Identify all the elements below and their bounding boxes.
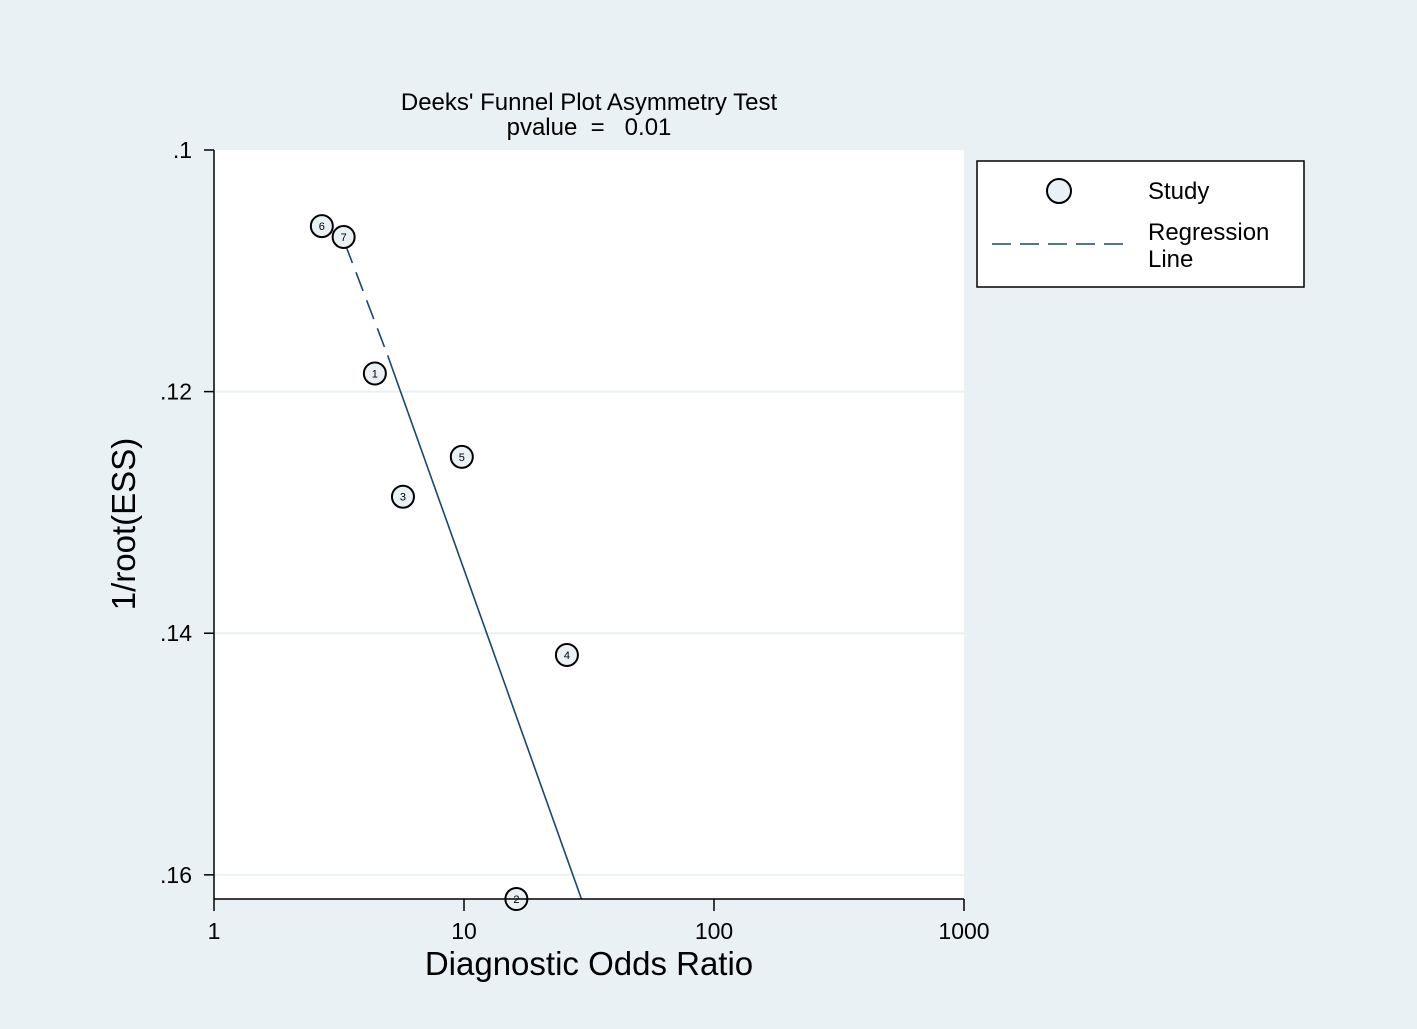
chart-title: Deeks' Funnel Plot Asymmetry Test (401, 89, 778, 116)
x-axis-label: Diagnostic Odds Ratio (425, 945, 753, 982)
study-marker-5 (449, 444, 474, 469)
y-tick-label-1: .12 (160, 379, 192, 405)
study-point-1: 1 (362, 361, 387, 386)
study-point-7: 7 (331, 224, 356, 249)
study-label-4: 4 (564, 650, 570, 662)
study-point-4: 4 (554, 642, 579, 667)
chart-subtitle: pvalue = 0.01 (507, 114, 672, 141)
plot-area (214, 150, 964, 899)
study-points: 1 2 3 4 5 6 7 (309, 214, 579, 911)
x-tick-label-0: 1 (208, 918, 221, 944)
x-tick-label-1: 10 (451, 918, 477, 944)
study-marker-7 (331, 224, 356, 249)
legend-box (976, 160, 1305, 288)
regression-solid-segment (386, 355, 583, 900)
y-axis-ticks: .1 .12 .14 .16 (160, 137, 214, 888)
y-tick-label-0: .1 (173, 137, 192, 163)
study-label-1: 1 (372, 368, 378, 380)
study-label-5: 5 (459, 452, 465, 464)
study-label-6: 6 (319, 221, 325, 233)
regression-line (344, 243, 583, 900)
regression-dashed-segment (344, 243, 389, 356)
legend-regression-label-2: Line (1148, 246, 1193, 273)
x-tick-label-2: 100 (695, 918, 733, 944)
study-point-5: 5 (449, 444, 474, 469)
y-tick-label-2: .14 (160, 620, 192, 646)
study-label-2: 2 (513, 894, 519, 906)
gridlines (214, 390, 964, 876)
study-label-3: 3 (400, 492, 406, 504)
legend-study-marker (1046, 178, 1072, 204)
x-tick-label-3: 1000 (938, 918, 989, 944)
study-label-7: 7 (341, 232, 347, 244)
study-point-6: 6 (309, 214, 334, 239)
study-marker-3 (390, 484, 415, 509)
x-axis-ticks: 1 10 100 1000 (208, 899, 990, 944)
study-point-3: 3 (390, 484, 415, 509)
study-marker-1 (362, 361, 387, 386)
y-axis-label: 1/root(ESS) (105, 438, 142, 610)
y-tick-label-3: .16 (160, 862, 192, 888)
study-marker-6 (309, 214, 334, 239)
legend-study-label: Study (1148, 178, 1209, 205)
legend: Study Regression Line (976, 160, 1305, 288)
legend-regression-label-1: Regression (1148, 219, 1269, 246)
study-marker-4 (554, 642, 579, 667)
